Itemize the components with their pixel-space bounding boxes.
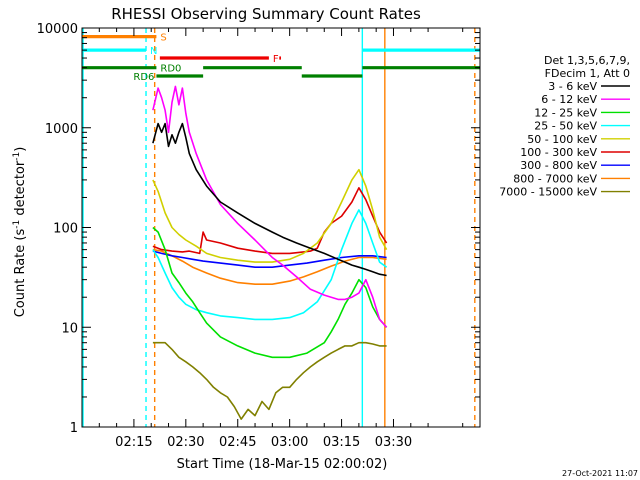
y-axis-label-end: ) bbox=[13, 147, 28, 152]
y-axis-label-sup1: -1 bbox=[12, 220, 22, 229]
state-label-s: S bbox=[160, 33, 166, 44]
x-tick-label: 03:15 bbox=[323, 435, 360, 450]
series-line-800-7000-kev bbox=[152, 248, 387, 286]
series-line-100-300-kev bbox=[152, 187, 388, 255]
y-tick-label: 10 bbox=[61, 321, 78, 336]
series-line-3-6-kev bbox=[152, 122, 387, 277]
series-line-50-100-kev bbox=[152, 168, 388, 263]
legend-label-300-800-kev: 300 - 800 keV bbox=[520, 159, 597, 172]
legend: Det 1,3,5,6,7,9, FDecim 1, Att 0 3 - 6 k… bbox=[499, 54, 630, 199]
chart-title: RHESSI Observing Summary Count Rates bbox=[111, 5, 421, 23]
y-axis-ticks: 1 10 100 1000 10000 bbox=[37, 22, 480, 436]
x-tick-label: 02:15 bbox=[115, 435, 152, 450]
y-tick-label: 1 bbox=[70, 421, 78, 436]
legend-label-12-25-kev: 12 - 25 keV bbox=[534, 106, 597, 119]
state-label-rd6: RD6 bbox=[133, 72, 154, 83]
y-tick-label: 1000 bbox=[45, 122, 78, 137]
legend-label-25-50-kev: 25 - 50 keV bbox=[534, 120, 597, 133]
x-tick-label: 02:30 bbox=[167, 435, 204, 450]
legend-label-6-12-kev: 6 - 12 keV bbox=[541, 93, 597, 106]
x-tick-label: 03:30 bbox=[375, 435, 412, 450]
y-axis-label-main: Count Rate (s bbox=[13, 229, 28, 318]
x-tick-label: 03:00 bbox=[271, 435, 308, 450]
y-axis-label-sup2: -1 bbox=[12, 152, 22, 161]
state-bars: SN F RD0 RD6 bbox=[82, 33, 480, 83]
x-axis-ticks: 02:15 02:30 02:45 03:00 03:15 03:30 bbox=[98, 28, 464, 450]
state-label-rd0: RD0 bbox=[160, 64, 181, 75]
legend-label-50-100-kev: 50 - 100 keV bbox=[527, 133, 597, 146]
y-axis-label-mid: detector bbox=[13, 160, 28, 220]
legend-label-7000-15000-kev: 7000 - 15000 keV bbox=[499, 186, 597, 199]
data-series bbox=[152, 85, 388, 420]
legend-header-line1: Det 1,3,5,6,7,9, bbox=[544, 54, 630, 67]
legend-label-100-300-kev: 100 - 300 keV bbox=[520, 146, 597, 159]
state-label-n: N bbox=[150, 46, 157, 57]
y-tick-label: 10000 bbox=[37, 22, 78, 37]
legend-label-3-6-kev: 3 - 6 keV bbox=[548, 80, 597, 93]
series-line-25-50-kev bbox=[152, 209, 388, 321]
footer-date: 27-Oct-2021 11:07 bbox=[562, 469, 638, 478]
legend-label-800-7000-kev: 800 - 7000 keV bbox=[513, 172, 597, 185]
state-label-f: F bbox=[273, 54, 279, 65]
x-axis-label: Start Time (18-Mar-15 02:00:02) bbox=[177, 457, 388, 472]
x-tick-label: 02:45 bbox=[219, 435, 256, 450]
series-line-12-25-kev bbox=[152, 226, 388, 359]
series-line-6-12-kev bbox=[152, 85, 388, 328]
y-axis-label: Count Rate (s-1 detector-1) bbox=[12, 147, 28, 318]
y-tick-label: 100 bbox=[53, 222, 78, 237]
series-line-300-800-kev bbox=[152, 250, 387, 269]
legend-header-line2: FDecim 1, Att 0 bbox=[545, 67, 630, 80]
series-line-7000-15000-kev bbox=[152, 341, 387, 420]
